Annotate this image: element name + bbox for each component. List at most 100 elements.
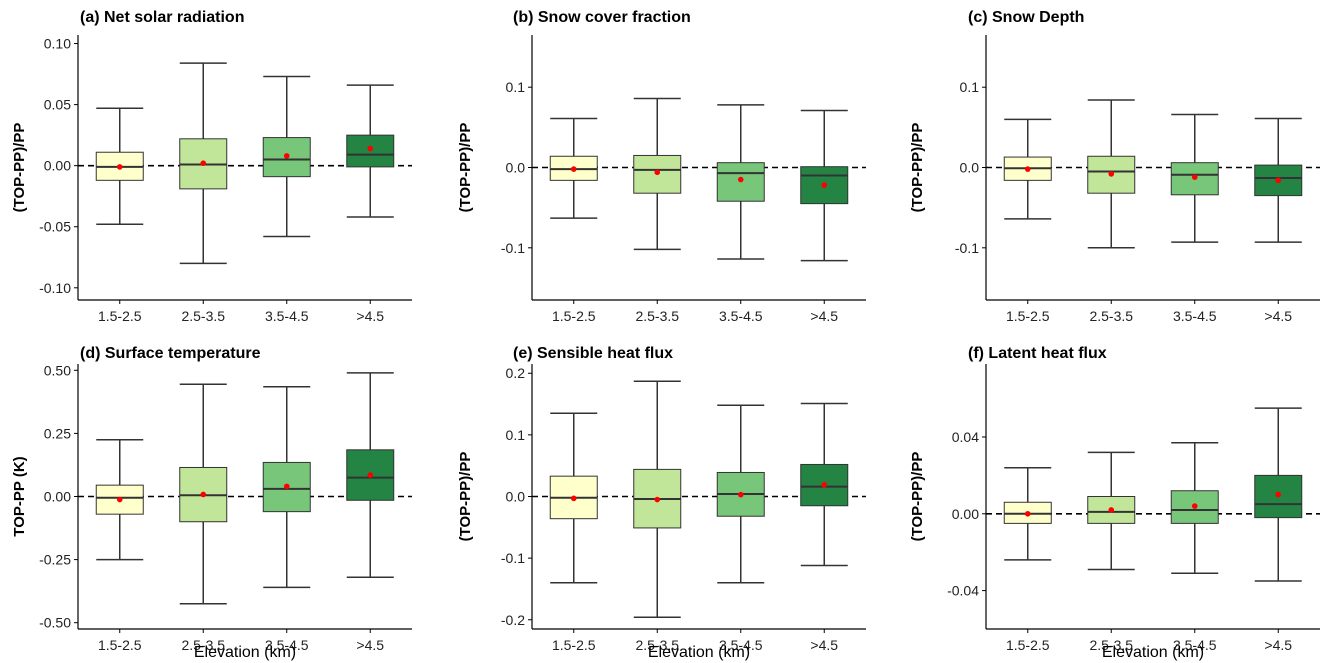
y-tick-label: -0.50 [39,615,71,631]
mean-marker [821,182,828,188]
x-tick-label: 3.5-4.5 [1173,637,1217,653]
x-tick-label: 2.5-3.5 [635,637,679,653]
x-tick-label: 2.5-3.5 [1089,637,1133,653]
mean-marker [1024,510,1031,517]
mean-marker [737,491,744,498]
x-tick-label: >4.5 [1264,308,1292,324]
x-tick-label: 2.5-3.5 [635,308,679,324]
mean-marker [116,496,123,503]
y-tick-label: -0.05 [39,219,71,235]
y-tick-label: -0.04 [947,583,979,599]
box-2 [1087,451,1136,571]
x-tick-label: 3.5-4.5 [265,637,309,653]
y-tick-label: 0.0 [506,489,526,505]
x-tick-label: 1.5-2.5 [1006,308,1050,324]
chart-panel-c: (c) Snow Depth (TOP-PP)/PP 0.1 0.0 -0.1 1.5-2… [909,9,1320,324]
y-tick-label: 0.50 [44,362,71,378]
y-tick-label: 0.05 [44,97,71,113]
y-tick-label: 0.1 [960,79,980,95]
y-tick-label: 0.00 [44,489,71,505]
mean-marker [737,176,744,183]
box-1 [549,412,598,584]
x-tick-label: 2.5-3.5 [1089,308,1133,324]
box-3 [1170,441,1219,575]
y-tick-label: 0.25 [44,425,71,441]
box-3 [262,75,311,238]
mean-marker [116,164,123,170]
box-2 [633,97,682,251]
y-axis-title: (TOP-PP)/PP [457,452,474,542]
y-tick-label: 0.1 [506,79,526,95]
mean-marker [367,145,374,152]
mean-marker [1191,503,1198,509]
box-1 [1003,466,1052,561]
chart-panel-e: (e) Sensible heat flux (TOP-PP)/PP 0.2 0.1 0… [457,345,866,661]
panel-title: (e) Sensible heat flux [513,345,673,362]
x-tick-label: 1.5-2.5 [552,308,596,324]
y-tick-label: 0.2 [506,365,526,381]
x-tick-label: 3.5-4.5 [265,308,309,324]
box-2 [1087,99,1136,249]
y-tick-label: 0.04 [952,429,979,445]
mean-marker [1108,171,1115,177]
y-tick-label: 0.1 [506,427,526,443]
y-axis-title: (TOP-PP)/PP [909,123,926,213]
x-tick-label: 3.5-4.5 [719,308,763,324]
mean-marker [283,483,290,490]
y-axis-title: (TOP-PP)/PP [909,452,926,542]
y-tick-label: 0.10 [44,36,71,52]
box-4 [346,84,395,218]
chart-panel-a: (a) Net solar radiation (TOP-PP)/PP 0.10 0.… [11,9,412,324]
y-tick-label: -0.1 [501,240,525,256]
y-axis-title: (TOP-PP)/PP [457,123,474,213]
x-tick-label: >4.5 [1264,637,1292,653]
x-axis-title: Elevation (km) [1102,644,1204,661]
mean-marker [200,491,207,498]
panel-title: (c) Snow Depth [968,9,1084,26]
x-tick-label: >4.5 [356,637,384,653]
y-tick-label: -0.1 [955,240,979,256]
mean-marker [570,166,577,172]
panel-title: (d) Surface temperature [80,345,261,362]
y-tick-label: 0.00 [952,506,979,522]
panel-title: (f) Latent heat flux [968,345,1107,362]
panel-title: (b) Snow cover fraction [513,9,691,26]
mean-marker [1024,166,1031,172]
x-tick-label: 3.5-4.5 [719,637,763,653]
box-2 [179,62,228,265]
mean-marker [1275,491,1282,498]
box-1 [95,438,144,561]
y-tick-label: -0.1 [501,550,525,566]
box-4 [346,372,395,579]
box-1 [1003,118,1052,220]
box-3 [716,104,765,260]
box-3 [262,385,311,589]
y-tick-label: -0.2 [501,612,525,628]
chart-panel-d: (d) Surface temperature TOP-PP (K) 0.50 0.2… [11,345,412,661]
x-tick-label: 2.5-3.5 [181,308,225,324]
y-axis-title: (TOP-PP)/PP [11,123,28,213]
y-tick-label: 0.00 [44,158,71,174]
y-tick-label: -0.10 [39,280,71,296]
mean-marker [570,495,577,502]
chart-panel-b: (b) Snow cover fraction (TOP-PP)/PP 0.1 0.0… [457,9,866,324]
mean-marker [1191,174,1198,180]
x-tick-label: 1.5-2.5 [552,637,596,653]
mean-marker [283,153,290,159]
chart-panel-f: (f) Latent heat flux (TOP-PP)/PP 0.04 0.00 -… [909,345,1320,661]
mean-marker [654,496,661,503]
box-1 [549,117,598,219]
x-tick-label: 1.5-2.5 [98,637,142,653]
box-3 [1170,113,1219,243]
box-4 [1254,407,1303,582]
x-tick-label: >4.5 [356,308,384,324]
x-tick-label: 1.5-2.5 [1006,637,1050,653]
box-4 [800,402,849,567]
panel-title: (a) Net solar radiation [80,9,244,26]
box-1 [95,107,144,226]
x-axis-title: Elevation (km) [648,644,750,661]
x-tick-label: 2.5-3.5 [181,637,225,653]
x-tick-label: 3.5-4.5 [1173,308,1217,324]
